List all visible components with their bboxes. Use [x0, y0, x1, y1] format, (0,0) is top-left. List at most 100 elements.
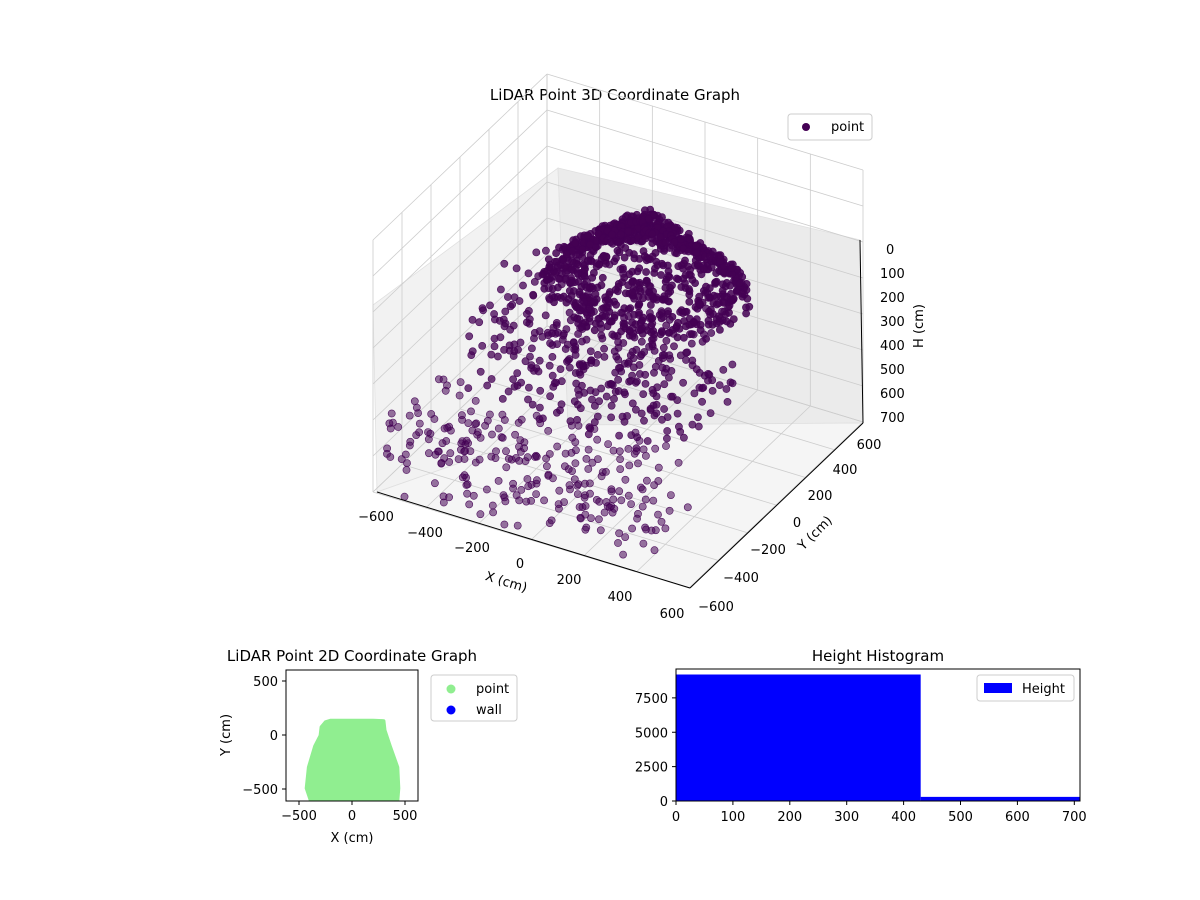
point-marker: [530, 328, 539, 337]
point-marker: [551, 268, 559, 277]
point-marker: [529, 291, 538, 300]
point-marker: [424, 449, 433, 458]
point-marker: [676, 427, 685, 436]
point-marker: [526, 352, 534, 361]
point-marker: [728, 379, 737, 388]
point-marker: [501, 497, 510, 506]
point-marker: [594, 455, 602, 463]
point-marker: [628, 347, 637, 356]
point-marker: [627, 500, 635, 508]
grid-line: [372, 289, 548, 457]
point-marker: [605, 297, 613, 306]
point-marker: [600, 344, 608, 353]
y-tick-label: 400: [833, 463, 858, 478]
point-marker: [593, 412, 602, 421]
point-marker: [387, 409, 396, 418]
point-marker: [476, 367, 485, 376]
point-marker: [555, 504, 563, 513]
point-marker: [572, 446, 580, 455]
point-marker: [632, 279, 641, 287]
point-marker: [490, 310, 498, 318]
x-axis-line: [376, 491, 691, 589]
x-tick-label: 200: [557, 573, 582, 588]
point-marker: [651, 526, 660, 535]
point-marker: [612, 254, 620, 263]
point-marker: [642, 268, 650, 276]
z-axis-label-3d: H (cm): [912, 304, 927, 348]
point-marker: [654, 463, 663, 472]
point-marker: [649, 496, 658, 505]
point-marker: [609, 446, 618, 455]
point-marker: [574, 421, 583, 430]
point-marker: [706, 409, 715, 417]
point-marker: [584, 445, 593, 454]
point-marker: [650, 346, 659, 355]
point-marker: [553, 442, 562, 451]
x-tick-label: −400: [407, 526, 443, 541]
point-marker: [548, 371, 557, 380]
point-marker: [544, 426, 553, 435]
point-marker: [630, 449, 639, 458]
point-marker: [648, 229, 656, 238]
point-marker: [582, 277, 591, 286]
point-marker: [728, 264, 736, 272]
point-marker: [635, 264, 644, 273]
point-marker: [650, 210, 658, 219]
point-marker: [471, 420, 480, 428]
point-marker: [719, 365, 728, 374]
point-marker: [536, 419, 545, 428]
point-marker: [646, 313, 655, 321]
point-marker: [469, 491, 478, 500]
point-marker: [415, 419, 424, 428]
point-marker: [614, 375, 622, 384]
point-marker: [672, 274, 681, 283]
point-marker: [692, 241, 700, 250]
point-marker: [509, 479, 517, 488]
point-marker: [628, 524, 636, 533]
point-footprint-2d: [304, 718, 401, 801]
point-marker: [575, 360, 584, 368]
histogram-bar: [676, 674, 921, 801]
point-marker: [635, 436, 644, 445]
point-marker: [605, 260, 614, 269]
point-marker: [620, 313, 628, 322]
point-marker: [716, 325, 724, 334]
point-marker: [568, 467, 576, 475]
point-marker: [639, 390, 648, 398]
point-marker: [574, 269, 582, 278]
point-marker: [509, 321, 518, 330]
point-marker: [640, 348, 649, 356]
point-marker: [615, 529, 623, 538]
z-axis-line: [859, 239, 864, 424]
point-marker: [430, 479, 439, 488]
z-tick-label: 0: [886, 243, 894, 258]
point-marker: [546, 392, 554, 401]
point-marker: [584, 465, 593, 473]
point-marker: [517, 415, 526, 424]
point-marker: [504, 387, 513, 396]
point-marker: [487, 350, 496, 359]
point-marker: [461, 440, 470, 449]
point-marker: [637, 337, 646, 346]
point-marker: [681, 279, 689, 287]
point-marker: [590, 297, 599, 306]
point-marker: [538, 332, 547, 341]
point-marker: [525, 319, 534, 328]
x-tick-label-2d: −500: [281, 809, 317, 824]
y-tick-label: 0: [793, 516, 801, 531]
point-marker: [516, 436, 525, 444]
point-marker: [670, 238, 679, 246]
point-marker: [545, 519, 554, 527]
point-marker: [687, 339, 696, 348]
point-marker: [641, 287, 649, 295]
point-marker: [584, 257, 592, 266]
grid-line: [546, 181, 864, 279]
point-marker: [510, 347, 519, 356]
point-marker: [415, 428, 423, 437]
y-tick-label-2d: 0: [270, 729, 278, 744]
point-marker: [570, 397, 579, 406]
point-marker: [555, 486, 564, 495]
point-marker: [662, 336, 671, 345]
z-tick-label: 700: [880, 411, 905, 426]
point-marker: [464, 384, 473, 392]
